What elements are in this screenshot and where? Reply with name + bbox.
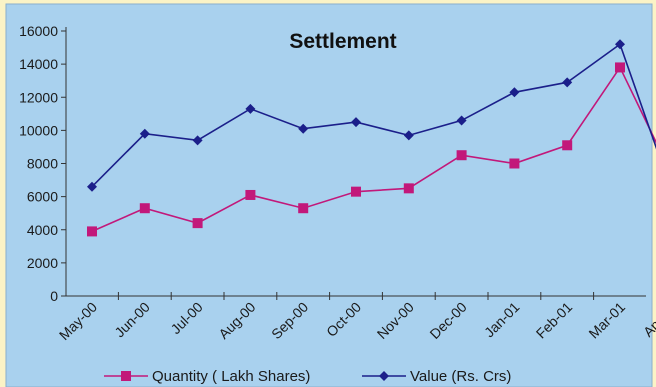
data-point-square [298, 203, 309, 214]
y-tick-label: 16000 [19, 23, 58, 39]
y-tick-label: 0 [50, 288, 58, 304]
data-point-square [615, 62, 625, 73]
y-tick-label: 10000 [19, 122, 58, 138]
data-point-diamond [139, 128, 150, 139]
data-point-square [456, 150, 467, 161]
data-point-diamond [509, 87, 520, 98]
data-point-square [351, 186, 361, 197]
legend: Quantity ( Lakh Shares) Value (Rs. Crs) [104, 368, 511, 385]
data-point-diamond [192, 135, 203, 146]
series-quantity [87, 62, 656, 237]
data-point-diamond [456, 115, 467, 126]
chart-area-border [5, 3, 653, 387]
legend-marker-square [121, 371, 131, 381]
y-tick-label: 14000 [19, 56, 58, 72]
data-point-square [192, 218, 203, 229]
data-point-diamond [403, 130, 414, 141]
data-point-square [87, 226, 97, 237]
y-tick-label: 8000 [27, 156, 58, 172]
data-point-diamond [245, 103, 256, 114]
legend-item: Quantity ( Lakh Shares) [104, 368, 310, 385]
data-point-square [245, 189, 256, 200]
data-point-square [139, 203, 150, 214]
y-tick-label: 2000 [27, 255, 58, 271]
legend-label: Value (Rs. Crs) [410, 368, 511, 385]
legend-label: Quantity ( Lakh Shares) [152, 368, 310, 385]
data-point-diamond [87, 181, 97, 192]
series-layer [87, 39, 656, 237]
chart-area-background [6, 4, 652, 387]
y-tick-label: 6000 [27, 189, 58, 205]
data-point-square [562, 140, 573, 151]
data-point-diamond [351, 117, 361, 128]
series-line [91, 65, 656, 233]
series-line [91, 42, 656, 188]
legend-item: Value (Rs. Crs) [362, 368, 511, 385]
data-point-diamond [562, 77, 573, 88]
data-point-square [509, 158, 520, 169]
series-value [87, 39, 656, 192]
legend-marker-diamond [379, 371, 389, 381]
data-point-square [403, 183, 414, 194]
data-point-diamond [298, 123, 309, 134]
chart-title: Settlement [289, 30, 396, 53]
y-tick-label: 4000 [27, 222, 58, 238]
y-tick-label: 12000 [19, 89, 58, 105]
data-point-diamond [615, 39, 625, 50]
